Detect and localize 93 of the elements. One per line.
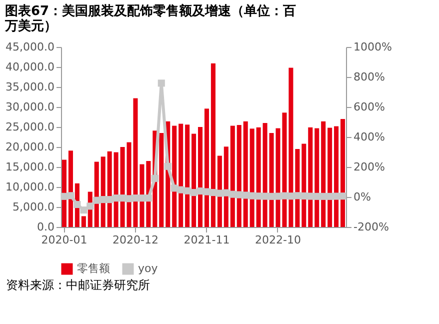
legend-label: yoy [138,262,158,275]
point [313,192,320,200]
bar [308,127,313,227]
x-tick-label: 2020-12 [112,234,158,246]
point [144,194,152,202]
bar [230,126,235,227]
y-tick-label: 35,000.0 [6,80,54,94]
y2-tick-label: -200% [354,220,389,234]
y-tick-label: 5,000.0 [12,200,54,214]
bar [178,124,184,227]
bar [210,63,216,227]
y2-tick-label: 0% [354,190,371,204]
point [236,191,243,198]
legend-label: 零售额 [77,262,110,275]
bar [314,128,320,227]
point [268,192,276,200]
bar [198,127,203,227]
point [100,196,107,204]
x-tick-label: 2020-01 [41,234,88,246]
x-tick-label: 2021-11 [184,234,230,246]
point [190,188,198,196]
point [242,192,250,199]
point [222,189,230,196]
point [196,187,204,195]
point [300,192,308,200]
bar [185,124,190,227]
y2-tick-label: 800% [354,70,385,84]
point [74,200,81,208]
point [280,192,288,200]
point [86,202,94,210]
point [248,192,256,200]
bar [224,146,228,227]
point [67,192,74,200]
text: 图表67：美国服装及配饰零售额及增速（单位：百 [5,4,296,19]
bar [288,68,294,227]
point [339,192,346,200]
bar [295,149,300,227]
y-tick-label: 25,000.0 [6,120,54,134]
point [125,195,133,202]
y2-tick-label: 200% [354,160,385,174]
point [170,184,178,192]
bar [107,151,112,227]
point [255,192,262,200]
point [158,80,165,87]
bar [68,150,73,227]
bar [114,152,118,227]
y2-tick-label: 600% [354,100,385,114]
point [332,192,340,200]
point [60,192,68,200]
y-tick-label: 10,000.0 [6,180,54,194]
text: 资料来源：中邮证券研究所 [6,278,150,292]
point [151,174,158,182]
point [177,186,184,194]
y-tick-label: 0.0 [37,220,54,234]
bar [236,125,242,227]
y2-tick-label: 400% [354,130,385,144]
point [106,196,114,204]
bar [321,121,326,227]
bar [328,128,332,227]
y-tick-label: 20,000.0 [6,140,54,154]
point [119,194,126,202]
point [112,194,120,202]
text: 万美元） [5,19,58,34]
point [80,206,88,214]
y-tick-label: 30,000.0 [6,100,54,114]
x-tick-label: 2022-10 [255,234,301,246]
point [132,194,140,202]
bar [334,126,339,227]
point [287,192,294,200]
bar [250,128,254,227]
y-tick-label: 15,000.0 [6,160,54,174]
bar [192,134,196,227]
point [262,192,269,200]
point [138,194,146,202]
bar [81,216,86,227]
point [216,190,224,197]
bar [340,119,346,227]
point [320,192,327,200]
point [274,192,282,200]
bar [256,127,261,227]
point [306,192,314,200]
y-tick-label: 45,000.0 [6,40,54,54]
y-tick-label: 40,000.0 [6,60,54,74]
point [294,192,301,200]
y2-tick-label: 1000% [354,40,392,54]
point [210,188,217,196]
bar [159,133,164,227]
bar [204,108,210,227]
point [203,188,210,196]
point [229,190,236,198]
point [93,196,100,204]
point [164,162,172,170]
bar [243,121,248,227]
